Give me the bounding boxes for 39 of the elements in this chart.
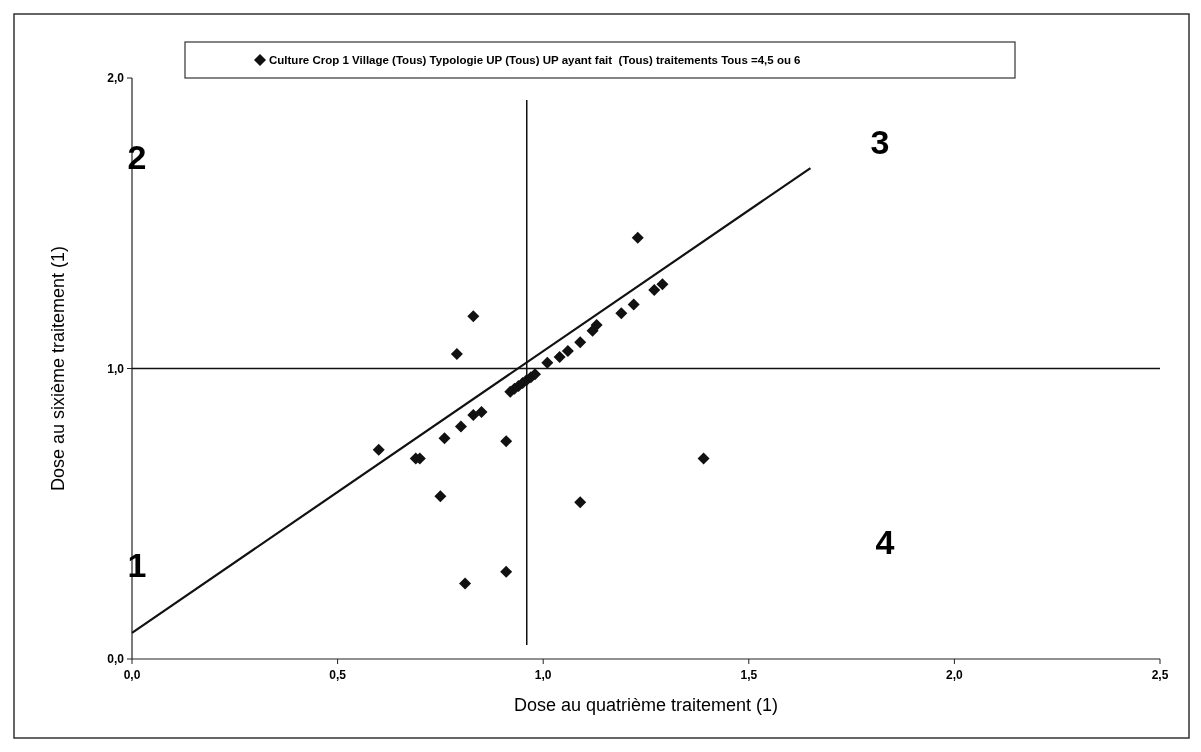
point xyxy=(500,565,513,578)
point xyxy=(467,408,480,421)
legend-label: Culture Crop 1 Village (Tous) Typologie UP (Tous) UP ayant fait (Tous) traitements Tous =4,5 ou 6 xyxy=(269,54,801,66)
point xyxy=(438,432,451,445)
point xyxy=(574,496,587,509)
x-tick-label: 1,5 xyxy=(740,668,758,682)
point xyxy=(459,577,472,590)
point xyxy=(500,435,513,448)
point xyxy=(561,345,574,358)
x-tick-label: 0,0 xyxy=(123,668,141,682)
point xyxy=(648,284,661,297)
point xyxy=(450,347,463,360)
annotation: 3 xyxy=(870,122,890,161)
point xyxy=(627,298,640,311)
x-axis-title: Dose au quatrième traitement (1) xyxy=(513,695,779,715)
y-tick-label: 1,0 xyxy=(107,361,125,376)
point xyxy=(615,307,628,320)
x-tick-label: 2,0 xyxy=(946,668,964,682)
annotation: 1 xyxy=(127,545,147,584)
x-tick-label: 1,0 xyxy=(534,668,552,682)
point xyxy=(631,231,644,244)
point xyxy=(574,336,587,349)
annotation: 2 xyxy=(127,137,147,176)
point xyxy=(541,356,554,369)
point xyxy=(434,490,447,503)
point xyxy=(454,420,467,433)
x-tick-label: 2,5 xyxy=(1151,668,1169,682)
y-tick-label: 2,0 xyxy=(107,71,125,85)
point xyxy=(475,406,488,419)
point xyxy=(656,278,669,291)
y-tick-label: 0,0 xyxy=(107,652,125,666)
point xyxy=(467,310,480,323)
y-axis-title: Dose au sixième traitement (1) xyxy=(48,245,68,492)
point xyxy=(372,443,385,456)
annotation: 4 xyxy=(875,522,895,561)
point xyxy=(697,452,710,465)
point xyxy=(590,318,603,331)
x-tick-label: 0,5 xyxy=(329,668,347,682)
point xyxy=(553,350,566,363)
